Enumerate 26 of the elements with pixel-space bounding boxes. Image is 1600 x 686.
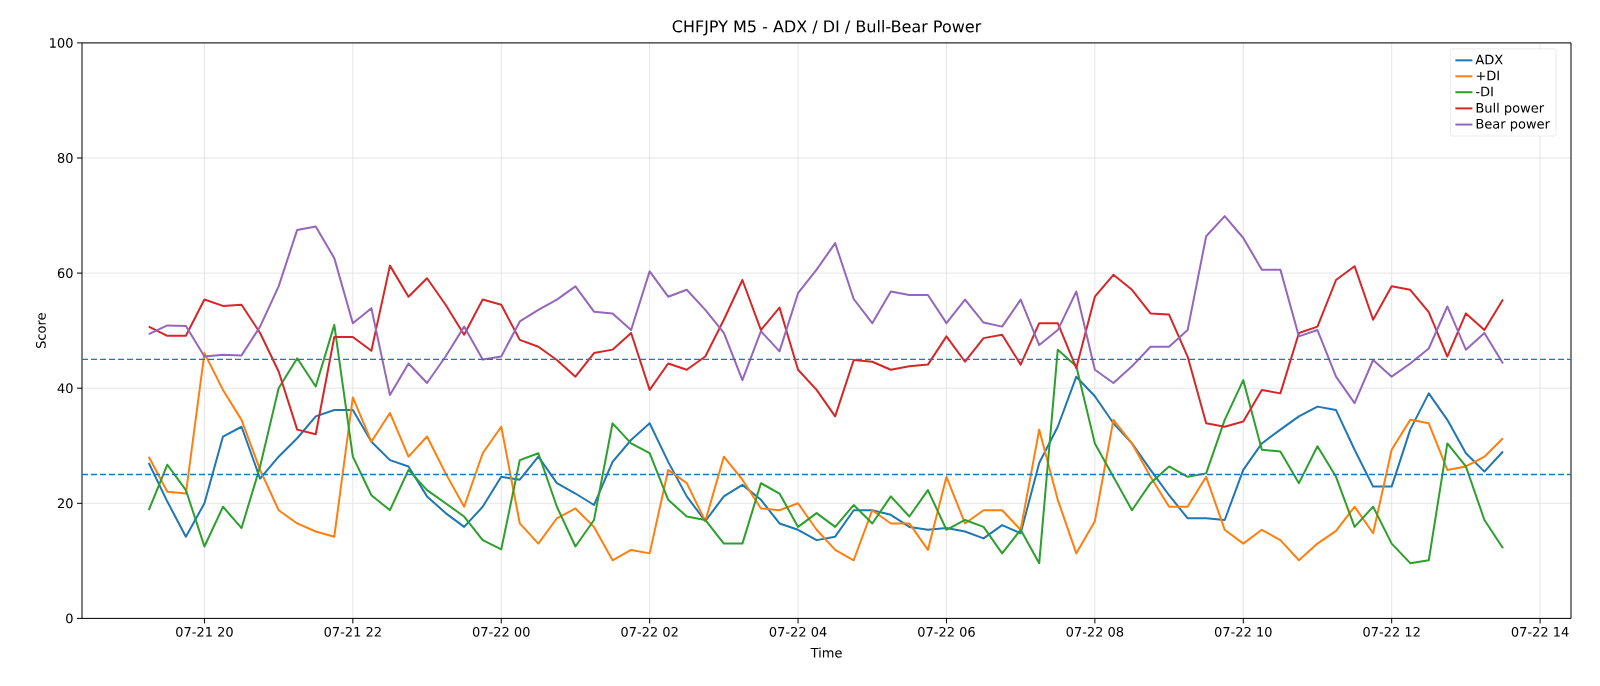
x-tick-label: 07-22 08 [1066,626,1124,637]
legend-label: Bear power [1476,119,1550,132]
legend-label: ADX [1475,54,1503,65]
x-axis-title: Time [810,647,842,658]
y-tick-label: 60 [57,268,73,279]
y-tick-label: 80 [57,153,73,163]
x-tick-label: 07-21 22 [324,626,381,637]
line-series [147,264,1504,436]
line-series [147,215,1504,405]
x-tick-label: 07-22 06 [918,626,975,637]
x-tick-label: 07-22 02 [621,626,678,637]
x-tick-label: 07-22 00 [472,626,530,637]
legend-label: Bull power [1476,102,1545,116]
y-tick-label: 100 [50,37,73,48]
legend-label: -DI [1476,86,1493,97]
y-tick-label: 20 [57,498,73,509]
x-tick-label: 07-22 10 [1214,626,1272,637]
y-axis-title: Score [35,313,46,348]
chart-title: CHFJPY M5 - ADX / DI / Bull-Bear Power [672,20,982,36]
y-tick-label: 0 [66,613,73,624]
x-tick-label: 07-22 12 [1363,626,1420,637]
x-tick-label: 07-22 04 [769,626,827,637]
x-tick-label: 07-21 20 [176,626,233,637]
y-tick-label: 40 [57,383,73,394]
x-tick-label: 07-22 14 [1511,626,1569,637]
legend-label: +DI [1476,70,1499,81]
